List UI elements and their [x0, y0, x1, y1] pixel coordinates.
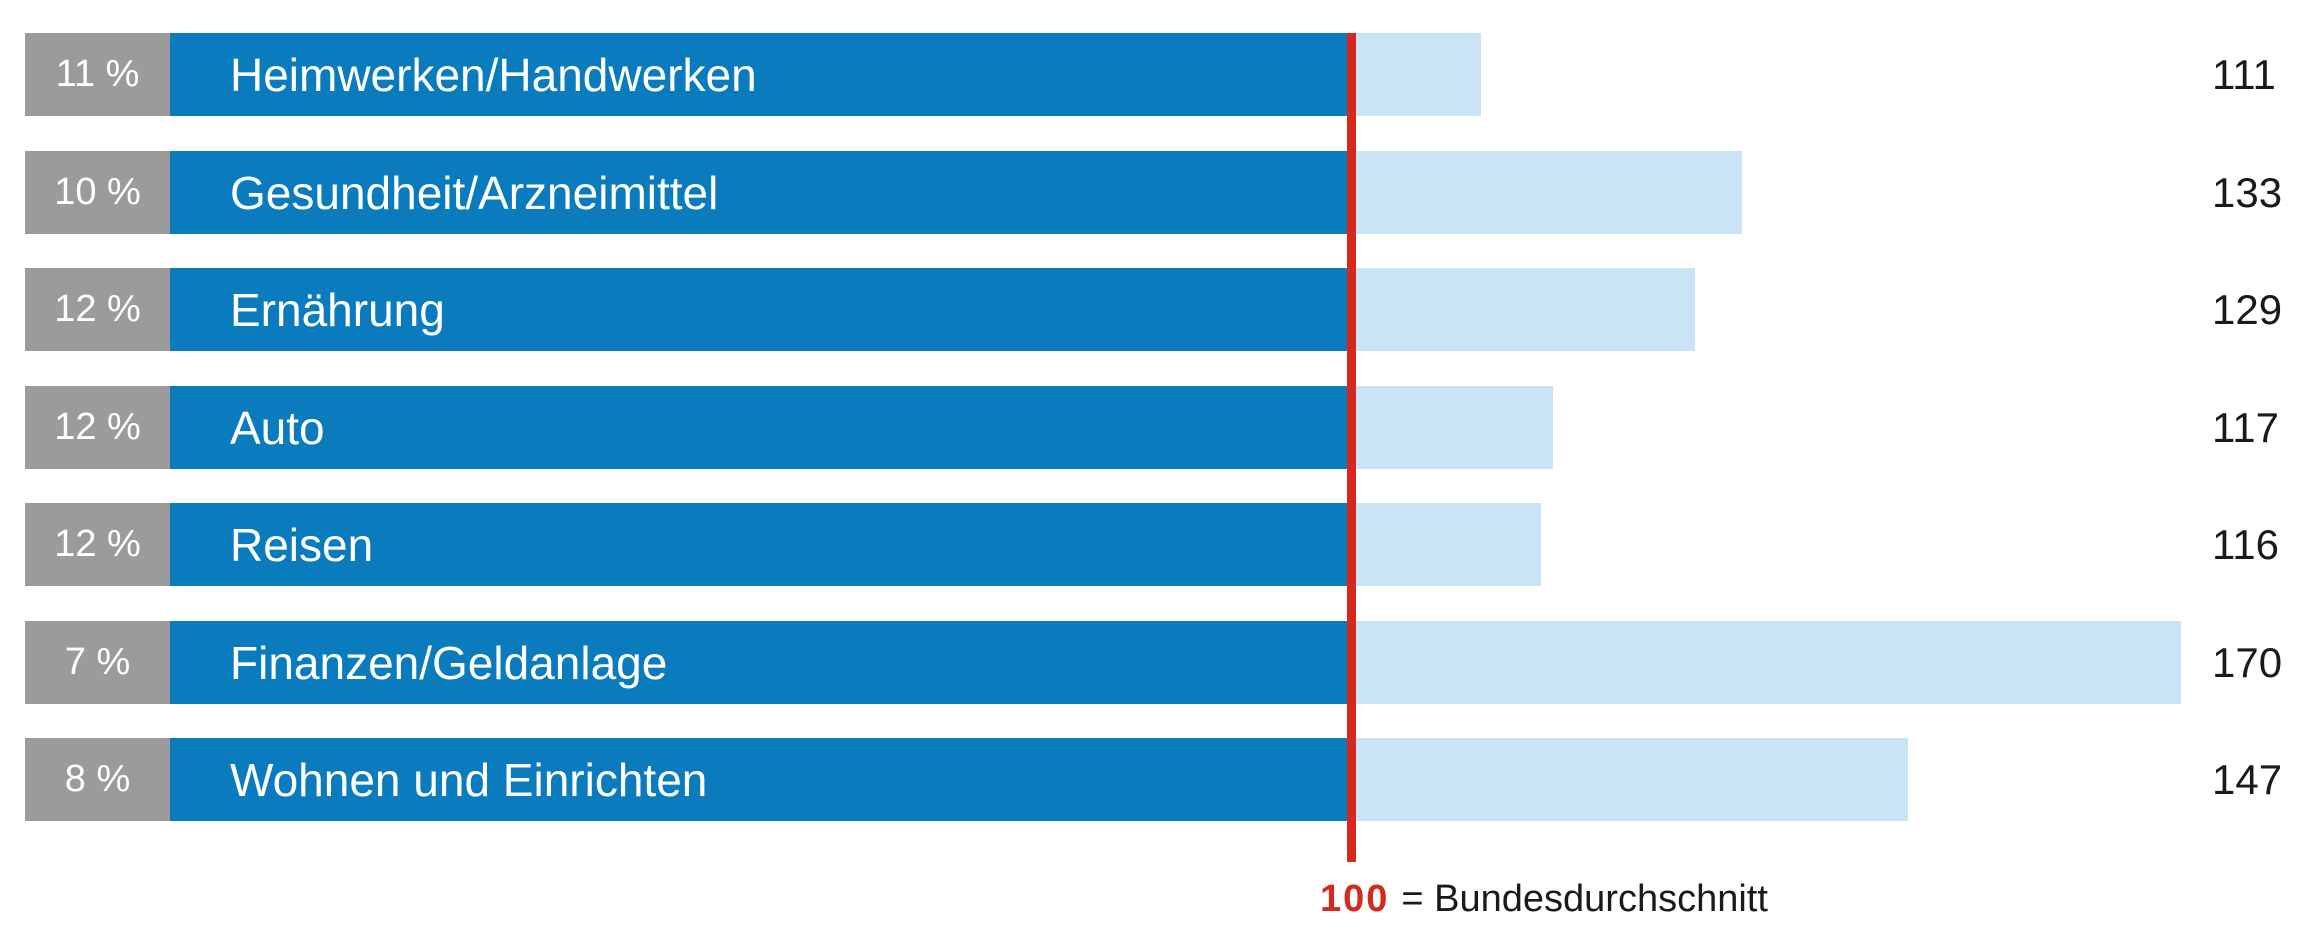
category-bar: Reisen [170, 503, 1347, 586]
chart-row: 12 % Auto 117 [0, 386, 2308, 469]
category-bar: Auto [170, 386, 1347, 469]
index-value: 117 [2212, 403, 2279, 451]
category-label: Ernährung [230, 283, 445, 336]
chart-row: 12 % Reisen 116 [0, 503, 2308, 586]
category-label: Wohnen und Einrichten [230, 753, 708, 806]
index-value: 129 [2212, 285, 2283, 333]
benchmark-line [1347, 33, 1356, 862]
benchmark-legend: 100 = Bundesdurchschnitt [1320, 878, 1768, 921]
index-value: 133 [2212, 168, 2283, 216]
percent-badge: 10 % [25, 151, 170, 234]
index-bar [1356, 33, 1481, 116]
chart-row: 12 % Ernährung 129 [0, 268, 2308, 351]
index-bar [1356, 503, 1541, 586]
benchmark-label: = Bundesdurchschnitt [1401, 878, 1768, 920]
index-bar [1356, 151, 1742, 234]
benchmark-value: 100 [1320, 878, 1390, 920]
category-bar: Wohnen und Einrichten [170, 738, 1347, 821]
percent-badge: 12 % [25, 268, 170, 351]
index-value: 116 [2212, 520, 2279, 568]
percent-badge: 7 % [25, 621, 170, 704]
percent-badge: 12 % [25, 503, 170, 586]
percent-badge: 8 % [25, 738, 170, 821]
chart-row: 10 % Gesundheit/Arzneimittel 133 [0, 151, 2308, 234]
category-bar: Ernährung [170, 268, 1347, 351]
percent-badge: 11 % [25, 33, 170, 116]
category-bar: Gesundheit/Arzneimittel [170, 151, 1347, 234]
category-label: Finanzen/Geldanlage [230, 636, 668, 689]
category-bar: Heimwerken/Handwerken [170, 33, 1347, 116]
index-value: 147 [2212, 755, 2283, 803]
category-label: Reisen [230, 518, 374, 571]
chart-row: 11 % Heimwerken/Handwerken 111 [0, 33, 2308, 116]
category-label: Auto [230, 401, 325, 454]
chart-row: 8 % Wohnen und Einrichten 147 [0, 738, 2308, 821]
index-bar [1356, 386, 1553, 469]
index-value: 111 [2212, 50, 2276, 98]
category-bar: Finanzen/Geldanlage [170, 621, 1347, 704]
index-value: 170 [2212, 638, 2283, 686]
category-label: Gesundheit/Arzneimittel [230, 166, 719, 219]
index-bar [1356, 268, 1695, 351]
percent-badge: 12 % [25, 386, 170, 469]
category-label: Heimwerken/Handwerken [230, 48, 757, 101]
index-bar [1356, 738, 1908, 821]
chart-row: 7 % Finanzen/Geldanlage 170 [0, 621, 2308, 704]
index-bar [1356, 621, 2181, 704]
